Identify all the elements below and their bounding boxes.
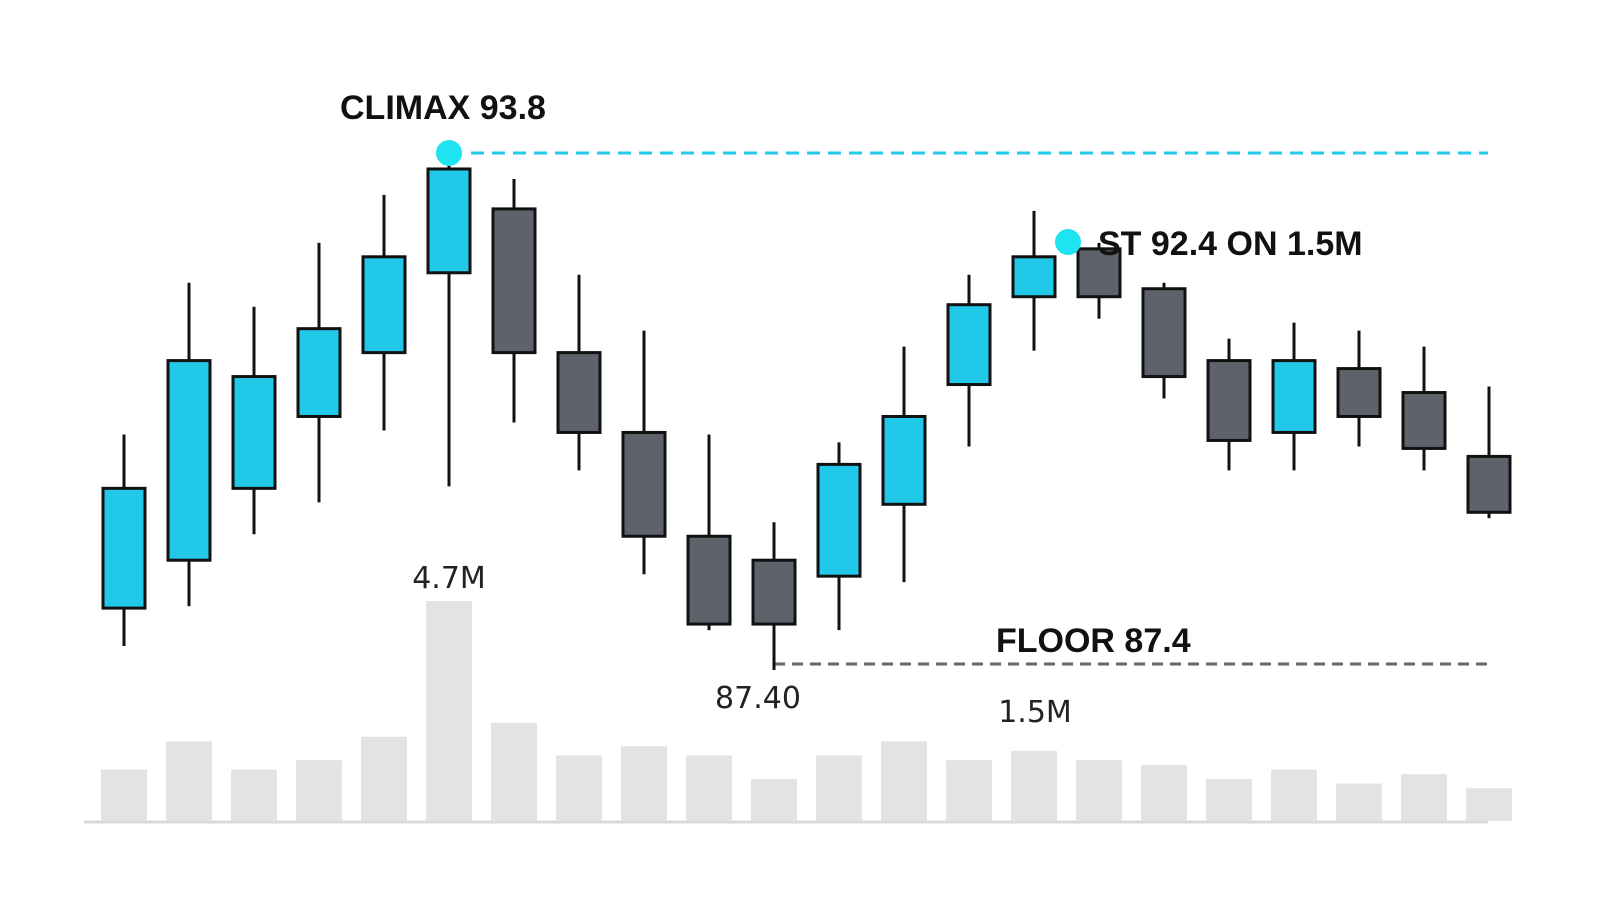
candle-body: [296, 327, 342, 418]
candle: [881, 346, 927, 583]
candle: [686, 434, 732, 631]
candle-body: [166, 359, 212, 562]
candle-body: [1141, 287, 1187, 379]
candle: [296, 242, 342, 503]
climax-marker-dot: [436, 140, 462, 166]
candle-body: [816, 462, 862, 578]
volume-bar: [1401, 774, 1447, 821]
candle-body: [101, 486, 147, 610]
candle-body: [881, 414, 927, 506]
volume-bar: [1141, 764, 1187, 821]
volume-bar: [1336, 783, 1382, 821]
candle: [751, 522, 797, 670]
candle: [1401, 346, 1447, 471]
candle-body: [1466, 454, 1512, 514]
candle: [556, 274, 602, 471]
candle: [816, 442, 862, 631]
candle: [426, 147, 472, 487]
volume-bar: [491, 722, 537, 821]
volume-bar: [1271, 769, 1317, 821]
st-label: ST 92.4 ON 1.5M: [1098, 225, 1363, 263]
candle-body: [1011, 255, 1057, 299]
climax-label: CLIMAX 93.8: [340, 89, 546, 127]
candle-body: [621, 430, 667, 538]
candle-body: [1336, 367, 1382, 418]
candle: [1076, 242, 1122, 319]
candle-body: [1271, 359, 1317, 434]
volume-bar: [621, 746, 667, 821]
candle-body: [1076, 247, 1122, 299]
st-marker-dot: [1055, 229, 1081, 255]
climax-volume-label: 4.7M: [412, 561, 486, 596]
volume-bar: [1011, 750, 1057, 821]
volume-bar: [361, 736, 407, 821]
candle: [491, 178, 537, 423]
candle-body: [751, 558, 797, 626]
volume-bar: [101, 769, 147, 821]
candle: [946, 274, 992, 447]
candle-body: [1401, 391, 1447, 450]
candle: [361, 194, 407, 431]
candle: [1141, 282, 1187, 399]
volume-bar: [556, 755, 602, 821]
candle-body: [361, 255, 407, 355]
volume-bar: [296, 760, 342, 821]
volume-bar: [816, 755, 862, 821]
candle: [1336, 330, 1382, 447]
candle-body: [556, 351, 602, 434]
candle-body: [231, 375, 277, 490]
volume-bar: [686, 755, 732, 821]
volume-bar: [881, 741, 927, 821]
candle-body: [946, 303, 992, 387]
volume-bar: [1076, 760, 1122, 821]
volume-bar: [1466, 788, 1512, 821]
volume-bar: [166, 741, 212, 821]
candle: [1466, 386, 1512, 519]
candles: [101, 147, 1512, 670]
st-volume-label: 1.5M: [998, 695, 1072, 730]
volume-bar: [426, 601, 472, 821]
candle: [101, 434, 147, 647]
volume-bar: [751, 778, 797, 821]
candle-body: [686, 534, 732, 626]
candle: [1271, 322, 1317, 471]
volume-bars: [101, 601, 1512, 821]
floor-label: FLOOR 87.4: [996, 622, 1191, 660]
volume-bar: [946, 760, 992, 821]
candle-body: [1206, 359, 1252, 442]
volume-bar: [231, 769, 277, 821]
candle-body: [426, 167, 472, 275]
candle: [621, 330, 667, 575]
candle: [166, 282, 212, 607]
candle-body: [491, 207, 537, 355]
candle: [1206, 338, 1252, 471]
candle: [231, 306, 277, 535]
volume-bar: [1206, 778, 1252, 821]
candle: [1011, 210, 1057, 351]
floor-price-label: 87.40: [715, 681, 801, 716]
